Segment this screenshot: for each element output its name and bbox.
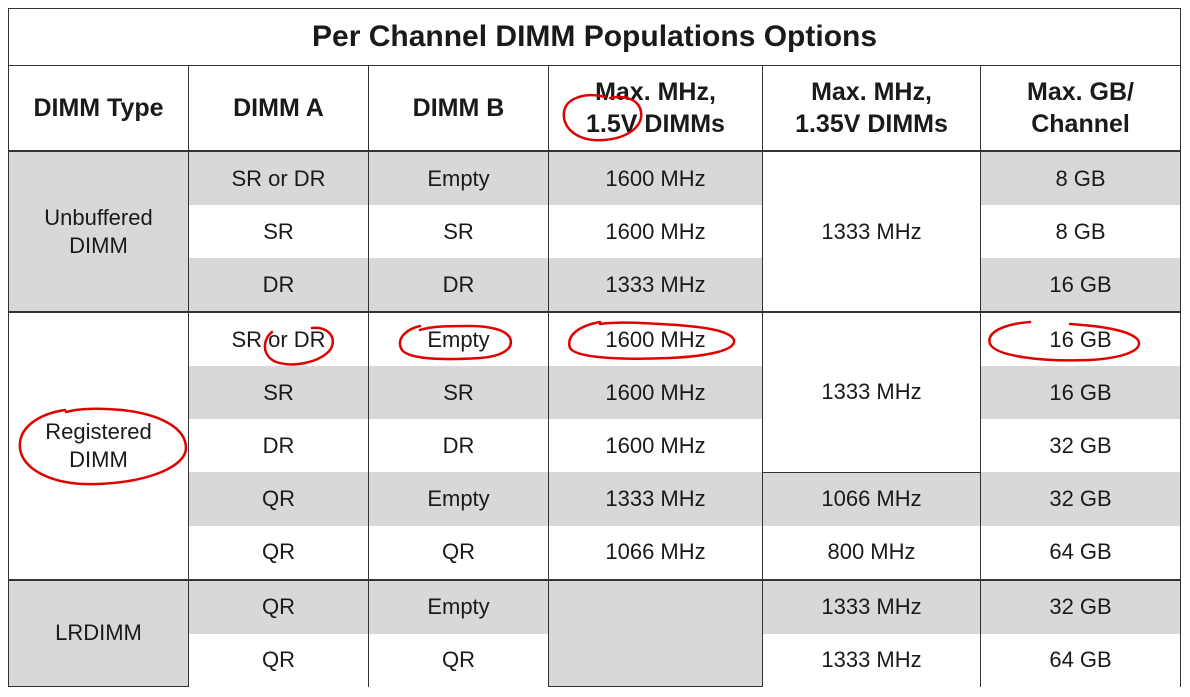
table-row: QR QR 1066 MHz 800 MHz 64 GB	[9, 525, 1182, 580]
cell-mhz-1-35v: 1333 MHz	[762, 633, 981, 687]
header-max-mhz-1-35v: Max. MHz, 1.35V DIMMs	[762, 65, 981, 152]
cell-dimm-b: DR	[368, 419, 549, 472]
cell-dimm-a: SR or DR	[188, 150, 369, 205]
dimm-type-lrdimm: LRDIMM	[8, 578, 189, 687]
cell-max-gb: 8 GB	[979, 205, 1182, 258]
cell-dimm-b: SR	[368, 205, 549, 258]
header-dimm-type: DIMM Type	[8, 65, 189, 152]
header-max-gb-channel: Max. GB/Channel	[979, 65, 1182, 152]
cell-mhz-1-5v: 1600 MHz	[548, 205, 763, 258]
cell-max-gb: 64 GB	[979, 525, 1182, 580]
header-row: DIMM Type DIMM A DIMM B Max. MHz, 1.5V DI…	[8, 65, 1182, 152]
cell-mhz-1-5v: 1066 MHz	[548, 525, 763, 580]
cell-mhz-1-5v: 1333 MHz	[548, 258, 763, 312]
header-dimm-b: DIMM B	[368, 65, 549, 152]
table-row: QR Empty 1333 MHz 1066 MHz 32 GB	[8, 472, 1182, 526]
table-row: Unbuffered DIMM SR or DR Empty 1600 MHz 1…	[8, 150, 1182, 313]
cell-dimm-a: SR	[188, 366, 369, 419]
cell-mhz-1-5v: 1600 MHz	[548, 150, 763, 205]
header-dimm-a: DIMM A	[188, 65, 369, 152]
cell-dimm-a: SR or DR	[188, 311, 369, 366]
table-row: SR SR 1600 MHz 16 GB	[8, 366, 1182, 419]
table-row: QR QR 1333 MHz 64 GB	[9, 633, 1182, 687]
cell-dimm-b: Empty	[368, 311, 549, 366]
header-max-mhz-1-5v: Max. MHz, 1.5V DIMMs	[548, 65, 763, 152]
cell-max-gb: 32 GB	[979, 419, 1182, 472]
dimm-population-table: Per Channel DIMM Populations Options DIM…	[7, 8, 1182, 687]
cell-mhz-1-35v-merged: 1333 MHz	[762, 311, 981, 473]
cell-mhz-1-5v: 1333 MHz	[548, 472, 763, 526]
cell-dimm-a: DR	[188, 258, 369, 312]
cell-dimm-a: QR	[188, 578, 369, 634]
cell-max-gb: 16 GB	[979, 311, 1182, 366]
cell-dimm-b: SR	[368, 366, 549, 419]
cell-dimm-b: QR	[368, 633, 549, 687]
cell-mhz-1-5v: 1600 MHz	[548, 311, 763, 366]
dimm-type-unbuffered: Unbuffered DIMM	[8, 150, 189, 313]
cell-dimm-a: QR	[188, 472, 369, 526]
cell-dimm-a: QR	[188, 525, 369, 580]
dimm-population-table-container: Per Channel DIMM Populations Options DIM…	[7, 8, 1182, 687]
cell-dimm-b: QR	[368, 525, 549, 580]
cell-dimm-a: SR	[188, 205, 369, 258]
dimm-type-registered: Registered DIMM	[8, 311, 189, 580]
cell-dimm-b: Empty	[368, 472, 549, 526]
cell-dimm-b: Empty	[368, 150, 549, 205]
table-row: SR SR 1600 MHz 8 GB	[9, 205, 1182, 258]
cell-max-gb: 32 GB	[979, 578, 1182, 634]
cell-max-gb: 8 GB	[979, 150, 1182, 205]
cell-dimm-b: DR	[368, 258, 549, 312]
table-row: DR DR 1600 MHz 32 GB	[9, 419, 1182, 472]
cell-max-gb: 64 GB	[979, 633, 1182, 687]
cell-dimm-b: Empty	[368, 578, 549, 634]
table-title: Per Channel DIMM Populations Options	[7, 8, 1182, 66]
cell-dimm-a: DR	[188, 419, 369, 472]
cell-mhz-1-5v: 1600 MHz	[548, 366, 763, 419]
cell-mhz-1-35v: 1333 MHz	[762, 578, 981, 634]
table-row: DR DR 1333 MHz 16 GB	[8, 258, 1182, 312]
cell-max-gb: 16 GB	[979, 366, 1182, 419]
cell-mhz-1-5v: 1600 MHz	[548, 419, 763, 472]
table-row: LRDIMM QR Empty 1333 MHz 32 GB	[8, 578, 1182, 687]
cell-max-gb: 32 GB	[979, 472, 1182, 526]
cell-dimm-a: QR	[188, 633, 369, 687]
table-row: Registered DIMM SR or DR Empty 1600 MHz 1…	[8, 311, 1182, 580]
cell-mhz-1-35v: 800 MHz	[762, 525, 981, 580]
cell-mhz-1-5v-empty	[548, 578, 763, 687]
cell-max-gb: 16 GB	[979, 258, 1182, 312]
cell-mhz-1-35v-merged: 1333 MHz	[762, 150, 981, 313]
cell-mhz-1-35v: 1066 MHz	[762, 472, 981, 526]
